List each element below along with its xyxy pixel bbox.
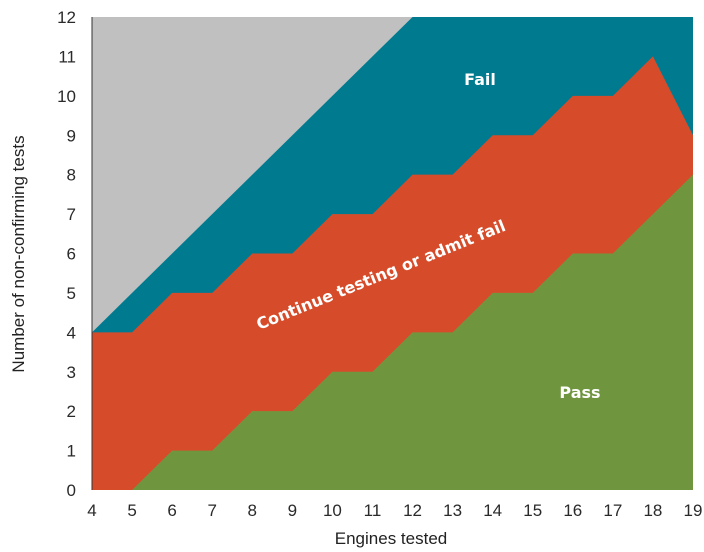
x-tick-label: 18: [643, 501, 662, 520]
x-tick-label: 7: [207, 501, 216, 520]
y-tick-label: 7: [67, 205, 76, 224]
x-tick-label: 13: [443, 501, 462, 520]
y-tick-label: 4: [67, 323, 76, 342]
y-tick-label: 6: [67, 245, 76, 264]
pass-label: Pass: [559, 383, 600, 402]
x-tick-label: 6: [167, 501, 176, 520]
x-tick-label: 15: [523, 501, 542, 520]
x-tick-label: 10: [323, 501, 342, 520]
y-tick-label: 10: [57, 87, 76, 106]
y-tick-label: 2: [67, 402, 76, 421]
y-tick-label: 3: [67, 363, 76, 382]
x-tick-label: 11: [364, 501, 382, 520]
y-tick-label: 1: [67, 442, 76, 461]
x-tick-label: 17: [603, 501, 622, 520]
pass-region: [92, 174, 693, 491]
x-tick-labels: 4 5 6 7 8 9 10 11 12 13 14 15 16 17 18 19: [87, 501, 702, 520]
y-tick-label: 12: [57, 8, 76, 27]
y-tick-label: 5: [67, 284, 76, 303]
x-tick-label: 19: [684, 501, 703, 520]
x-tick-label: 16: [563, 501, 582, 520]
x-tick-label: 8: [248, 501, 257, 520]
y-tick-label: 11: [58, 47, 76, 66]
y-tick-label: 0: [67, 481, 76, 500]
chart-regions: [92, 17, 693, 491]
x-tick-label: 5: [127, 501, 136, 520]
y-axis-title: Number of non-confirming tests: [9, 135, 28, 372]
x-tick-label: 4: [87, 501, 96, 520]
y-tick-label: 8: [67, 166, 76, 185]
fail-label: Fail: [464, 70, 496, 89]
x-tick-label: 14: [483, 501, 502, 520]
x-tick-label: 9: [288, 501, 297, 520]
x-axis-title: Engines tested: [335, 529, 447, 548]
y-tick-label: 9: [67, 126, 76, 145]
x-tick-label: 12: [403, 501, 422, 520]
